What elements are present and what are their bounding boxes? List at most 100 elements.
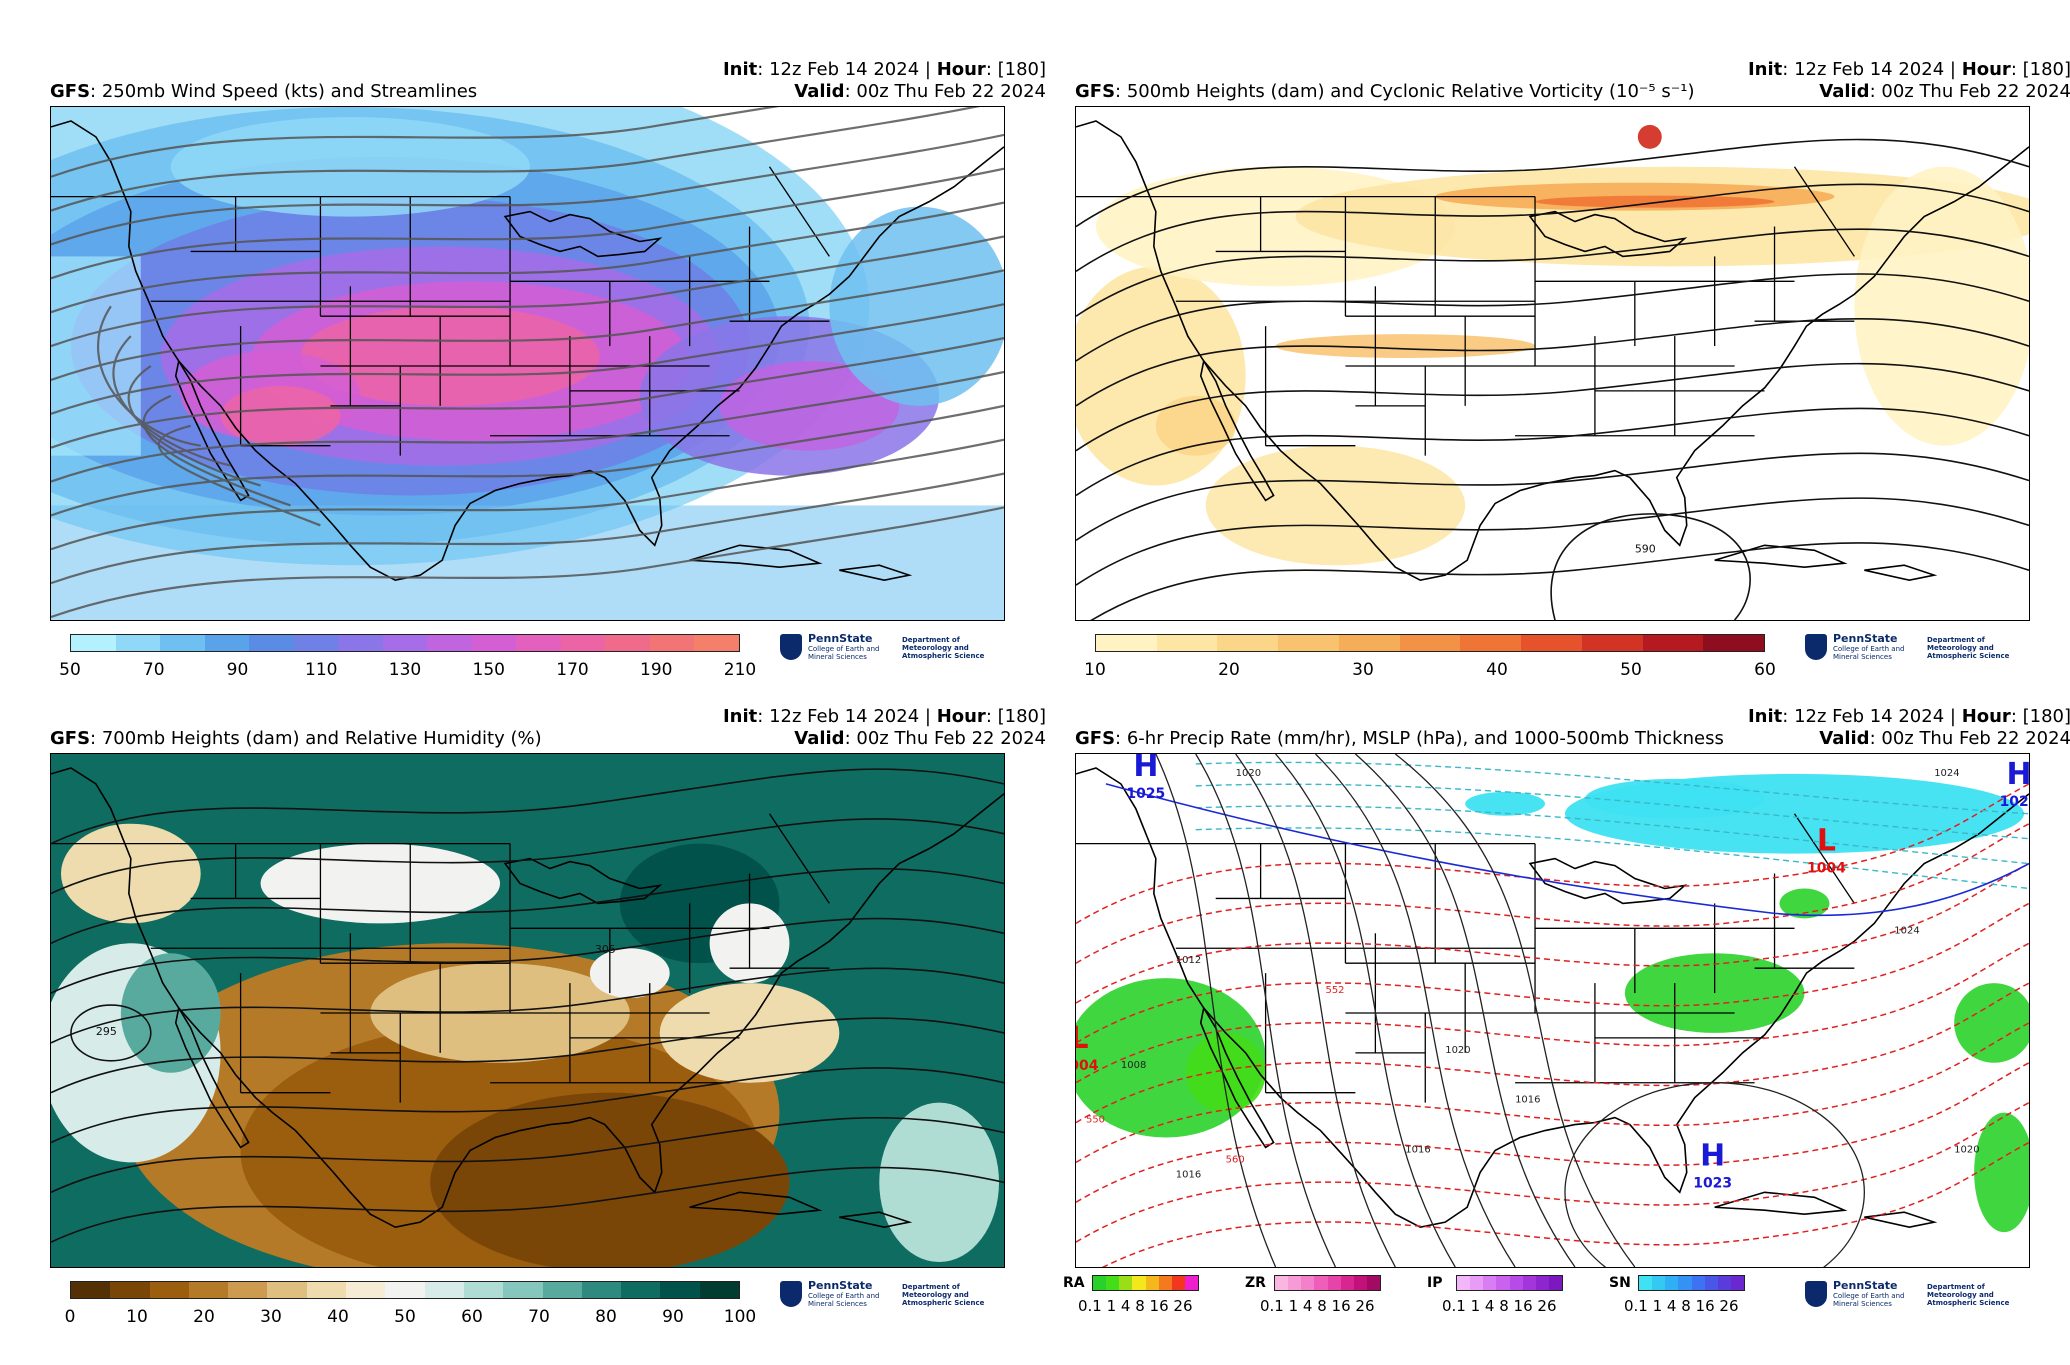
- isobar: [1564, 1082, 1865, 1267]
- colorbar-swatch: [1314, 1276, 1328, 1290]
- streamline: [142, 394, 291, 507]
- streamline: [51, 404, 1004, 517]
- colorbar-swatch: [1639, 1276, 1653, 1290]
- colorbar-swatch: [424, 1282, 464, 1298]
- colorbar-swatch: [1703, 635, 1765, 651]
- colorbar-tick-label: 110: [305, 660, 338, 680]
- streamline: [51, 506, 1004, 619]
- map-plot: 590: [1075, 106, 2030, 621]
- colorbar-swatch: [581, 1282, 622, 1298]
- colorbar-tick-label: 90: [662, 1307, 684, 1327]
- colorbar-tick-label: 80: [595, 1307, 617, 1327]
- colorbar-swatch: [621, 1282, 661, 1298]
- isobar: [1155, 754, 1277, 1267]
- panel-precip-mslp: Init: 12z Feb 14 2024 | Hour: [180] GFS:…: [1075, 695, 2070, 1335]
- thickness-contour: [1076, 942, 2029, 1084]
- streamline: [51, 201, 1004, 314]
- colorbar-swatch: [1522, 1276, 1536, 1290]
- thickness-contour: [1076, 823, 2029, 964]
- colorbar: [70, 634, 740, 652]
- nittany-lion-icon: [780, 634, 802, 660]
- colorbar-tick-label: 150: [472, 660, 505, 680]
- contour-label: 1016: [1515, 1095, 1540, 1106]
- contour-label: 590: [1635, 542, 1656, 555]
- colorbar-swatch: [385, 1282, 425, 1298]
- colorbar-tick-label: 10: [1084, 660, 1106, 680]
- colorbar-swatch: [560, 635, 606, 651]
- valid-line: Valid: 00z Thu Feb 22 2024: [794, 728, 1046, 749]
- ip-colorbar: [1456, 1275, 1563, 1291]
- init-line: Init: 12z Feb 14 2024 | Hour: [180]: [1747, 706, 2070, 727]
- nittany-lion-icon: [1805, 634, 1827, 660]
- colorbar-swatch: [1353, 1276, 1367, 1290]
- colorbar-swatch: [1548, 1276, 1562, 1290]
- streamline: [51, 303, 1004, 415]
- colorbar-swatch: [1119, 1276, 1133, 1290]
- height-contour: [51, 818, 1004, 895]
- valid-line: Valid: 00z Thu Feb 22 2024: [794, 81, 1046, 102]
- colorbar-swatch: [228, 1282, 268, 1298]
- vorticity-fill: [1854, 166, 2029, 446]
- vorticity-fill: [1275, 334, 1536, 359]
- pennstate-logo: PennState College of Earth and Mineral S…: [1805, 1279, 2035, 1319]
- colorbar-swatch: [605, 635, 650, 651]
- wind-speed-fill: [220, 385, 341, 446]
- vorticity-max: [1637, 124, 1662, 149]
- wind-speed-fill: [829, 206, 1004, 406]
- colorbar-swatch: [660, 1282, 700, 1298]
- streamline: [51, 472, 1004, 585]
- hispaniola-outline: [839, 564, 913, 581]
- panel-250mb-wind: Init: 12z Feb 14 2024 | Hour: [180] GFS:…: [50, 48, 1050, 688]
- colorbar-swatch: [1327, 1276, 1341, 1290]
- height-contour: [1076, 318, 2029, 407]
- height-contour: [51, 867, 1004, 944]
- colorbar-tick-label: 100: [723, 1307, 757, 1327]
- colorbar-swatch: [1338, 635, 1400, 651]
- colorbar-swatch: [516, 635, 561, 651]
- streamline: [97, 305, 201, 447]
- pressure-value: 1023: [1693, 1175, 1732, 1191]
- init-line: Init: 12z Feb 14 2024 | Hour: [180]: [722, 706, 1046, 727]
- rain-fill: [1954, 983, 2029, 1063]
- colorbar-swatch: [71, 1282, 111, 1298]
- height-contours: [1076, 138, 2029, 620]
- pressure-value: 1004: [1807, 861, 1846, 877]
- colorbar-swatch: [1730, 1276, 1744, 1290]
- thickness-contour: [1102, 1141, 2029, 1267]
- colorbar-tick-label: 50: [59, 660, 81, 680]
- vorticity-fill: [1535, 195, 1775, 208]
- height-contour: [51, 1067, 1004, 1144]
- colorbar-tick-label: 30: [1352, 660, 1374, 680]
- colorbar-swatch: [1158, 1276, 1172, 1290]
- height-contour: [70, 1004, 152, 1062]
- colorbar-swatch: [1288, 1276, 1302, 1290]
- colorbar-swatch: [1275, 1276, 1289, 1290]
- pennstate-logo: PennState College of Earth and Mineral S…: [780, 1279, 1010, 1319]
- map-svg: 590: [1076, 107, 2029, 620]
- snow-fill: [1584, 778, 1765, 819]
- colorbar-tick-label: 60: [461, 1307, 483, 1327]
- colorbar: [70, 1281, 740, 1299]
- contour-label: 305: [595, 943, 616, 956]
- colorbar-swatch: [160, 635, 205, 651]
- panel-title: GFS: 700mb Heights (dam) and Relative Hu…: [50, 728, 542, 749]
- colorbar-tick-label: 40: [1486, 660, 1508, 680]
- high-pressure-center: H: [1133, 754, 1158, 784]
- colorbar-swatch: [427, 635, 472, 651]
- colorbar-swatch: [1509, 1276, 1523, 1290]
- colorbar-tick-label: 50: [1620, 660, 1642, 680]
- thickness-contour: [1076, 982, 2029, 1124]
- height-contour: [1076, 497, 2029, 586]
- init-line: Init: 12z Feb 14 2024 | Hour: [180]: [1747, 59, 2070, 80]
- contour-label: 1012: [1176, 955, 1201, 966]
- panel-500mb-vorticity: Init: 12z Feb 14 2024 | Hour: [180] GFS:…: [1075, 48, 2070, 688]
- colorbar-swatch: [1652, 1276, 1666, 1290]
- panel-title: GFS: 250mb Wind Speed (kts) and Streamli…: [50, 81, 478, 102]
- rh-fill: [879, 1102, 1000, 1263]
- colorbar-swatch: [1704, 1276, 1718, 1290]
- colorbar-tick-label: 70: [142, 660, 165, 680]
- colorbar-swatch: [1366, 1276, 1380, 1290]
- height-contour: [1076, 273, 2029, 362]
- cuba-outline: [689, 544, 823, 569]
- colorbar-swatch: [382, 635, 428, 651]
